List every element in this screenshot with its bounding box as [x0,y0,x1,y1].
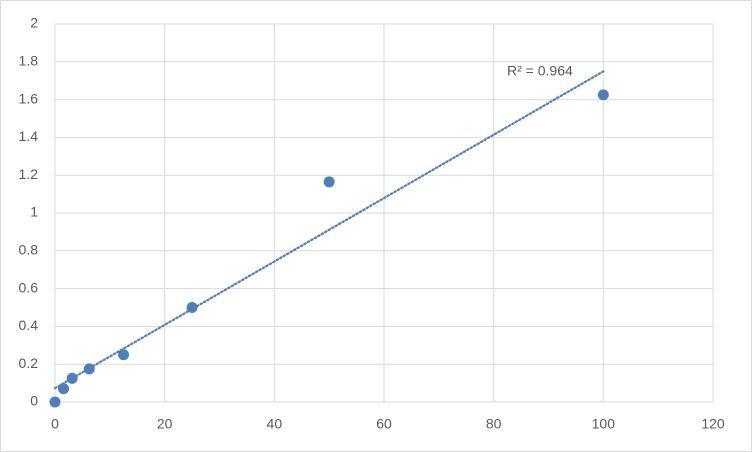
x-tick-label: 20 [157,416,173,432]
x-tick-label: 80 [486,416,502,432]
point [66,372,78,384]
x-tick-label: 0 [51,416,59,432]
y-tick-label: 2 [30,15,38,31]
point [83,363,95,375]
trendline [53,70,605,390]
point [118,349,130,361]
plot [49,70,609,408]
point [186,302,198,313]
point [49,396,61,408]
y-tick-label: 0.4 [19,317,39,333]
y-tick-label: 0.8 [19,242,39,258]
y-tick-label: 0.2 [19,355,39,371]
point [597,89,609,101]
x-tick-label: 60 [376,416,392,432]
y-tick-label: 1.6 [19,90,39,106]
x-tick-label: 40 [267,416,283,432]
y-tick-label: 0 [30,393,38,409]
grid: 00.20.40.60.811.21.41.61.820 20 40 60 80 100 1… [19,15,725,432]
point [58,383,70,395]
x-tick-label: 100 [592,416,616,432]
y-tick-label: 0.6 [19,279,39,295]
annotation: R² = 0.964 [507,63,573,79]
y-tick-label: 1.8 [19,53,39,69]
y-tick-label: 1.2 [19,166,39,182]
y-tick-label: 1.4 [19,128,39,144]
y-tick-label: 1 [30,204,38,220]
x-tick-label: 120 [701,416,725,432]
point [323,176,335,188]
